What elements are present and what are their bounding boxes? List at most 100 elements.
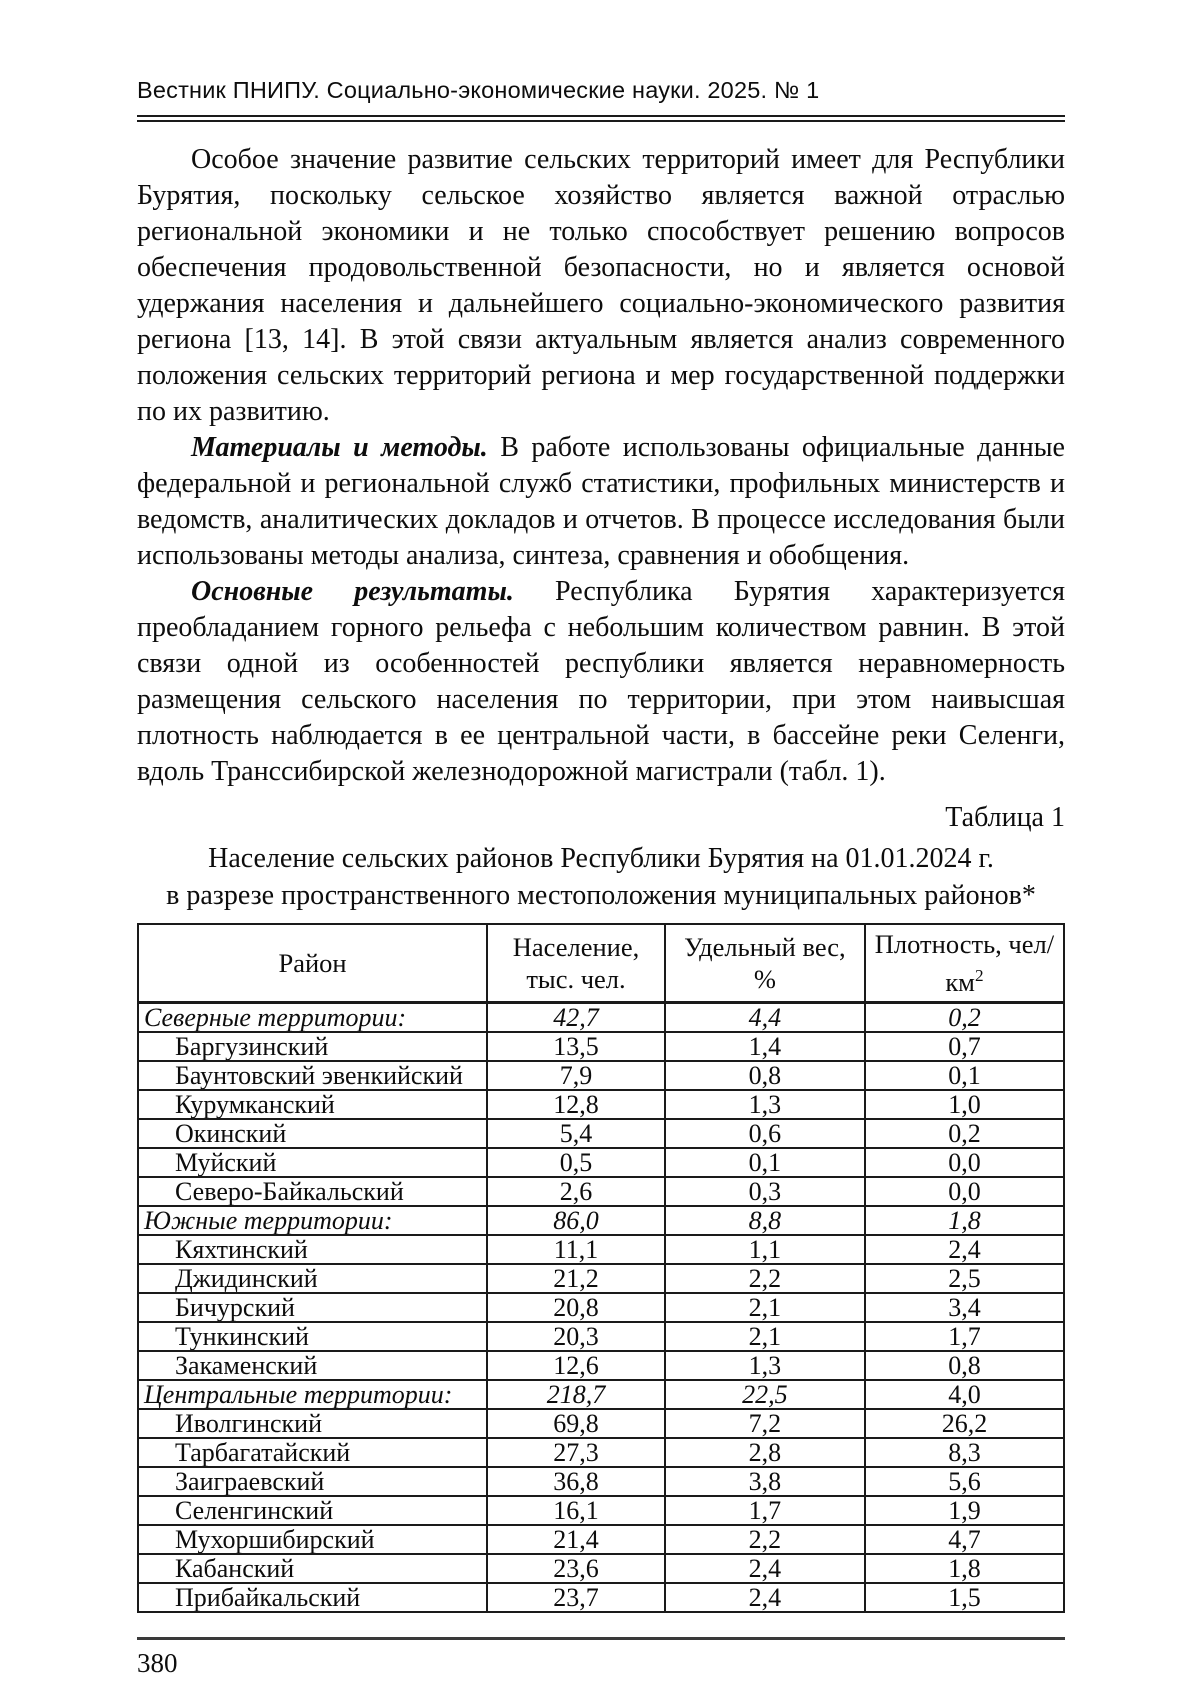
table-row: Курумканский 12,8 1,3 1,0 xyxy=(136,1088,1066,1120)
district-name-cell: Мухоршибирский xyxy=(136,1523,489,1555)
paragraph-materials: Материалы и методы. В работе использован… xyxy=(137,430,1065,574)
paragraph-results: Основные результаты. Республика Бурятия … xyxy=(137,574,1065,790)
page-number: 380 xyxy=(137,1647,178,1678)
district-name-cell: Баргузинский xyxy=(136,1030,489,1062)
district-name-cell: Окинский xyxy=(136,1117,489,1149)
table-row: Тункинский 20,3 2,1 1,7 xyxy=(136,1320,1066,1352)
table-row: Закаменский 12,6 1,3 0,8 xyxy=(136,1349,1066,1381)
pop-value-cell: 0,5 xyxy=(486,1146,666,1178)
table-row: Джидинский 21,2 2,2 2,5 xyxy=(136,1262,1066,1294)
share-value-cell: 1,3 xyxy=(663,1088,866,1120)
share-value-cell: 2,2 xyxy=(663,1262,866,1294)
pop-value-cell: 16,1 xyxy=(486,1494,666,1526)
dens-value-cell: 5,6 xyxy=(863,1465,1066,1497)
density-superscript: 2 xyxy=(974,966,984,985)
population-table: Район Население, тыс. чел. Удельный вес,… xyxy=(136,922,1066,1613)
dens-value-cell: 0,0 xyxy=(863,1175,1066,1207)
table-row: Мухоршибирский 21,4 2,2 4,7 xyxy=(136,1523,1066,1555)
footer-rule xyxy=(137,1636,1065,1640)
district-name-cell: Селенгинский xyxy=(136,1494,489,1526)
table-row: Северо-Байкальский 2,6 0,3 0,0 xyxy=(136,1175,1066,1207)
pop-value-cell: 23,7 xyxy=(486,1581,666,1613)
dens-value-cell: 1,8 xyxy=(863,1552,1066,1584)
table-row: Северные территории: 42,7 4,4 0,2 xyxy=(136,1001,1066,1033)
share-value-cell: 4,4 xyxy=(663,1001,866,1033)
district-name-cell: Баунтовский эвенкийский xyxy=(136,1059,489,1091)
paragraph-intro: Особое значение развитие сельских террит… xyxy=(137,142,1065,430)
dens-value-cell: 4,0 xyxy=(863,1378,1066,1410)
share-value-cell: 1,4 xyxy=(663,1030,866,1062)
district-name-cell: Южные территории: xyxy=(136,1204,489,1236)
dens-value-cell: 0,2 xyxy=(863,1117,1066,1149)
table-header-row: Район Население, тыс. чел. Удельный вес,… xyxy=(136,922,1066,1004)
paragraph-text: Особое значение развитие сельских террит… xyxy=(137,144,1065,427)
pop-value-cell: 5,4 xyxy=(486,1117,666,1149)
share-value-cell: 22,5 xyxy=(663,1378,866,1410)
share-value-cell: 2,8 xyxy=(663,1436,866,1468)
district-name-cell: Иволгинский xyxy=(136,1407,489,1439)
share-value-cell: 0,1 xyxy=(663,1146,866,1178)
district-name-cell: Северо-Байкальский xyxy=(136,1175,489,1207)
pop-value-cell: 86,0 xyxy=(486,1204,666,1236)
district-name-cell: Кяхтинский xyxy=(136,1233,489,1265)
table-row: Селенгинский 16,1 1,7 1,9 xyxy=(136,1494,1066,1526)
pop-value-cell: 36,8 xyxy=(486,1465,666,1497)
table-row: Центральные территории: 218,7 22,5 4,0 xyxy=(136,1378,1066,1410)
table-body: Северные территории: 42,7 4,4 0,2 Баргузинск… xyxy=(136,1001,1066,1613)
dens-value-cell: 1,9 xyxy=(863,1494,1066,1526)
pop-value-cell: 2,6 xyxy=(486,1175,666,1207)
dens-value-cell: 4,7 xyxy=(863,1523,1066,1555)
table-row: Бичурский 20,8 2,1 3,4 xyxy=(136,1291,1066,1323)
district-name-cell: Кабанский xyxy=(136,1552,489,1584)
share-value-cell: 8,8 xyxy=(663,1204,866,1236)
column-header-population: Население, тыс. чел. xyxy=(486,922,666,1004)
table-caption: Население сельских районов Республики Бу… xyxy=(137,840,1065,914)
pop-value-cell: 20,3 xyxy=(486,1320,666,1352)
district-name-cell: Бичурский xyxy=(136,1291,489,1323)
pop-value-cell: 12,6 xyxy=(486,1349,666,1381)
table-row: Иволгинский 69,8 7,2 26,2 xyxy=(136,1407,1066,1439)
dens-value-cell: 1,5 xyxy=(863,1581,1066,1613)
dens-value-cell: 2,4 xyxy=(863,1233,1066,1265)
table-caption-line2: в разрезе пространственного местоположен… xyxy=(166,880,1036,911)
running-head: Вестник ПНИПУ. Социально-экономические н… xyxy=(137,76,1065,122)
table-row: Муйский 0,5 0,1 0,0 xyxy=(136,1146,1066,1178)
table-caption-line1: Население сельских районов Республики Бу… xyxy=(208,843,994,874)
paragraph-text: Республика Бурятия характеризуется преоб… xyxy=(137,576,1065,787)
column-header-share: Удельный вес, % xyxy=(663,922,866,1004)
pop-value-cell: 11,1 xyxy=(486,1233,666,1265)
share-value-cell: 2,2 xyxy=(663,1523,866,1555)
dens-value-cell: 0,0 xyxy=(863,1146,1066,1178)
share-value-cell: 2,4 xyxy=(663,1581,866,1613)
table-row: Прибайкальский 23,7 2,4 1,5 xyxy=(136,1581,1066,1613)
table-row: Южные территории: 86,0 8,8 1,8 xyxy=(136,1204,1066,1236)
district-name-cell: Тункинский xyxy=(136,1320,489,1352)
table-row: Баргузинский 13,5 1,4 0,7 xyxy=(136,1030,1066,1062)
dens-value-cell: 1,0 xyxy=(863,1088,1066,1120)
table-row: Кабанский 23,6 2,4 1,8 xyxy=(136,1552,1066,1584)
pop-value-cell: 42,7 xyxy=(486,1001,666,1033)
share-value-cell: 0,3 xyxy=(663,1175,866,1207)
pop-value-cell: 12,8 xyxy=(486,1088,666,1120)
dens-value-cell: 0,7 xyxy=(863,1030,1066,1062)
dens-value-cell: 1,7 xyxy=(863,1320,1066,1352)
dens-value-cell: 8,3 xyxy=(863,1436,1066,1468)
table-row: Заиграевский 36,8 3,8 5,6 xyxy=(136,1465,1066,1497)
table-row: Тарбагатайский 27,3 2,8 8,3 xyxy=(136,1436,1066,1468)
dens-value-cell: 0,1 xyxy=(863,1059,1066,1091)
pop-value-cell: 21,2 xyxy=(486,1262,666,1294)
share-value-cell: 0,8 xyxy=(663,1059,866,1091)
pop-value-cell: 218,7 xyxy=(486,1378,666,1410)
table-label: Таблица 1 xyxy=(945,802,1065,833)
share-value-cell: 1,3 xyxy=(663,1349,866,1381)
paragraph-text: В работе использованы официальные данные… xyxy=(137,432,1065,571)
dens-value-cell: 0,8 xyxy=(863,1349,1066,1381)
dens-value-cell: 26,2 xyxy=(863,1407,1066,1439)
district-name-cell: Заиграевский xyxy=(136,1465,489,1497)
share-value-cell: 2,1 xyxy=(663,1291,866,1323)
district-name-cell: Джидинский xyxy=(136,1262,489,1294)
table-row: Окинский 5,4 0,6 0,2 xyxy=(136,1117,1066,1149)
district-name-cell: Прибайкальский xyxy=(136,1581,489,1613)
table-row: Кяхтинский 11,1 1,1 2,4 xyxy=(136,1233,1066,1265)
